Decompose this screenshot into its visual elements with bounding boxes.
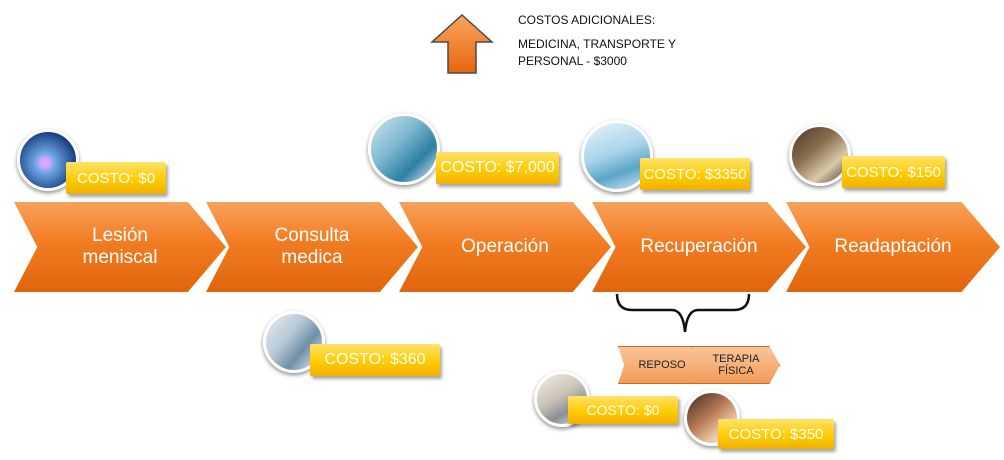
step-label: Readaptación	[834, 236, 952, 257]
recovery-room-photo	[581, 120, 653, 192]
step-label: Recuperación	[640, 236, 758, 257]
additional-costs-title: COSTOS ADICIONALES:	[518, 13, 656, 27]
phase-label: REPOSO	[638, 359, 686, 371]
operating-room-photo	[368, 113, 440, 185]
operation-cost-badge: COSTO: $7,000	[436, 152, 559, 184]
step-readaptacion: Readaptación	[786, 202, 1000, 292]
phase-reposo: REPOSO	[618, 346, 706, 384]
step-label: Operación	[461, 236, 549, 257]
phase-terapia-fisica: TERAPIA FÍSICA	[692, 346, 780, 384]
therapy-cost-badge: COSTO: $350	[718, 419, 834, 449]
consultation-cost-badge: COSTO: $360	[310, 344, 440, 376]
step-label: Consulta medica	[274, 225, 350, 268]
cyclist-photo	[789, 124, 851, 186]
step-label: Lesión meniscal	[82, 225, 158, 268]
recovery-cost-badge: COSTO: $3350	[640, 158, 750, 190]
step-recuperacion: Recuperación	[592, 202, 806, 292]
step-operacion: Operación	[399, 202, 611, 292]
step-lesion-meniscal: Lesión meniscal	[14, 202, 226, 292]
injury-cost-badge: COSTO: $0	[66, 162, 166, 194]
knee-injury-photo	[17, 129, 79, 191]
step-consulta-medica: Consulta medica	[206, 202, 418, 292]
recovery-brace	[615, 293, 751, 333]
readaptation-cost-badge: COSTO: $150	[842, 156, 945, 188]
phase-label: TERAPIA FÍSICA	[712, 353, 760, 377]
up-arrow-icon	[430, 13, 494, 74]
rest-cost-badge: COSTO: $0	[568, 396, 678, 424]
additional-costs-detail: MEDICINA, TRANSPORTE Y PERSONAL - $3000	[518, 37, 676, 68]
